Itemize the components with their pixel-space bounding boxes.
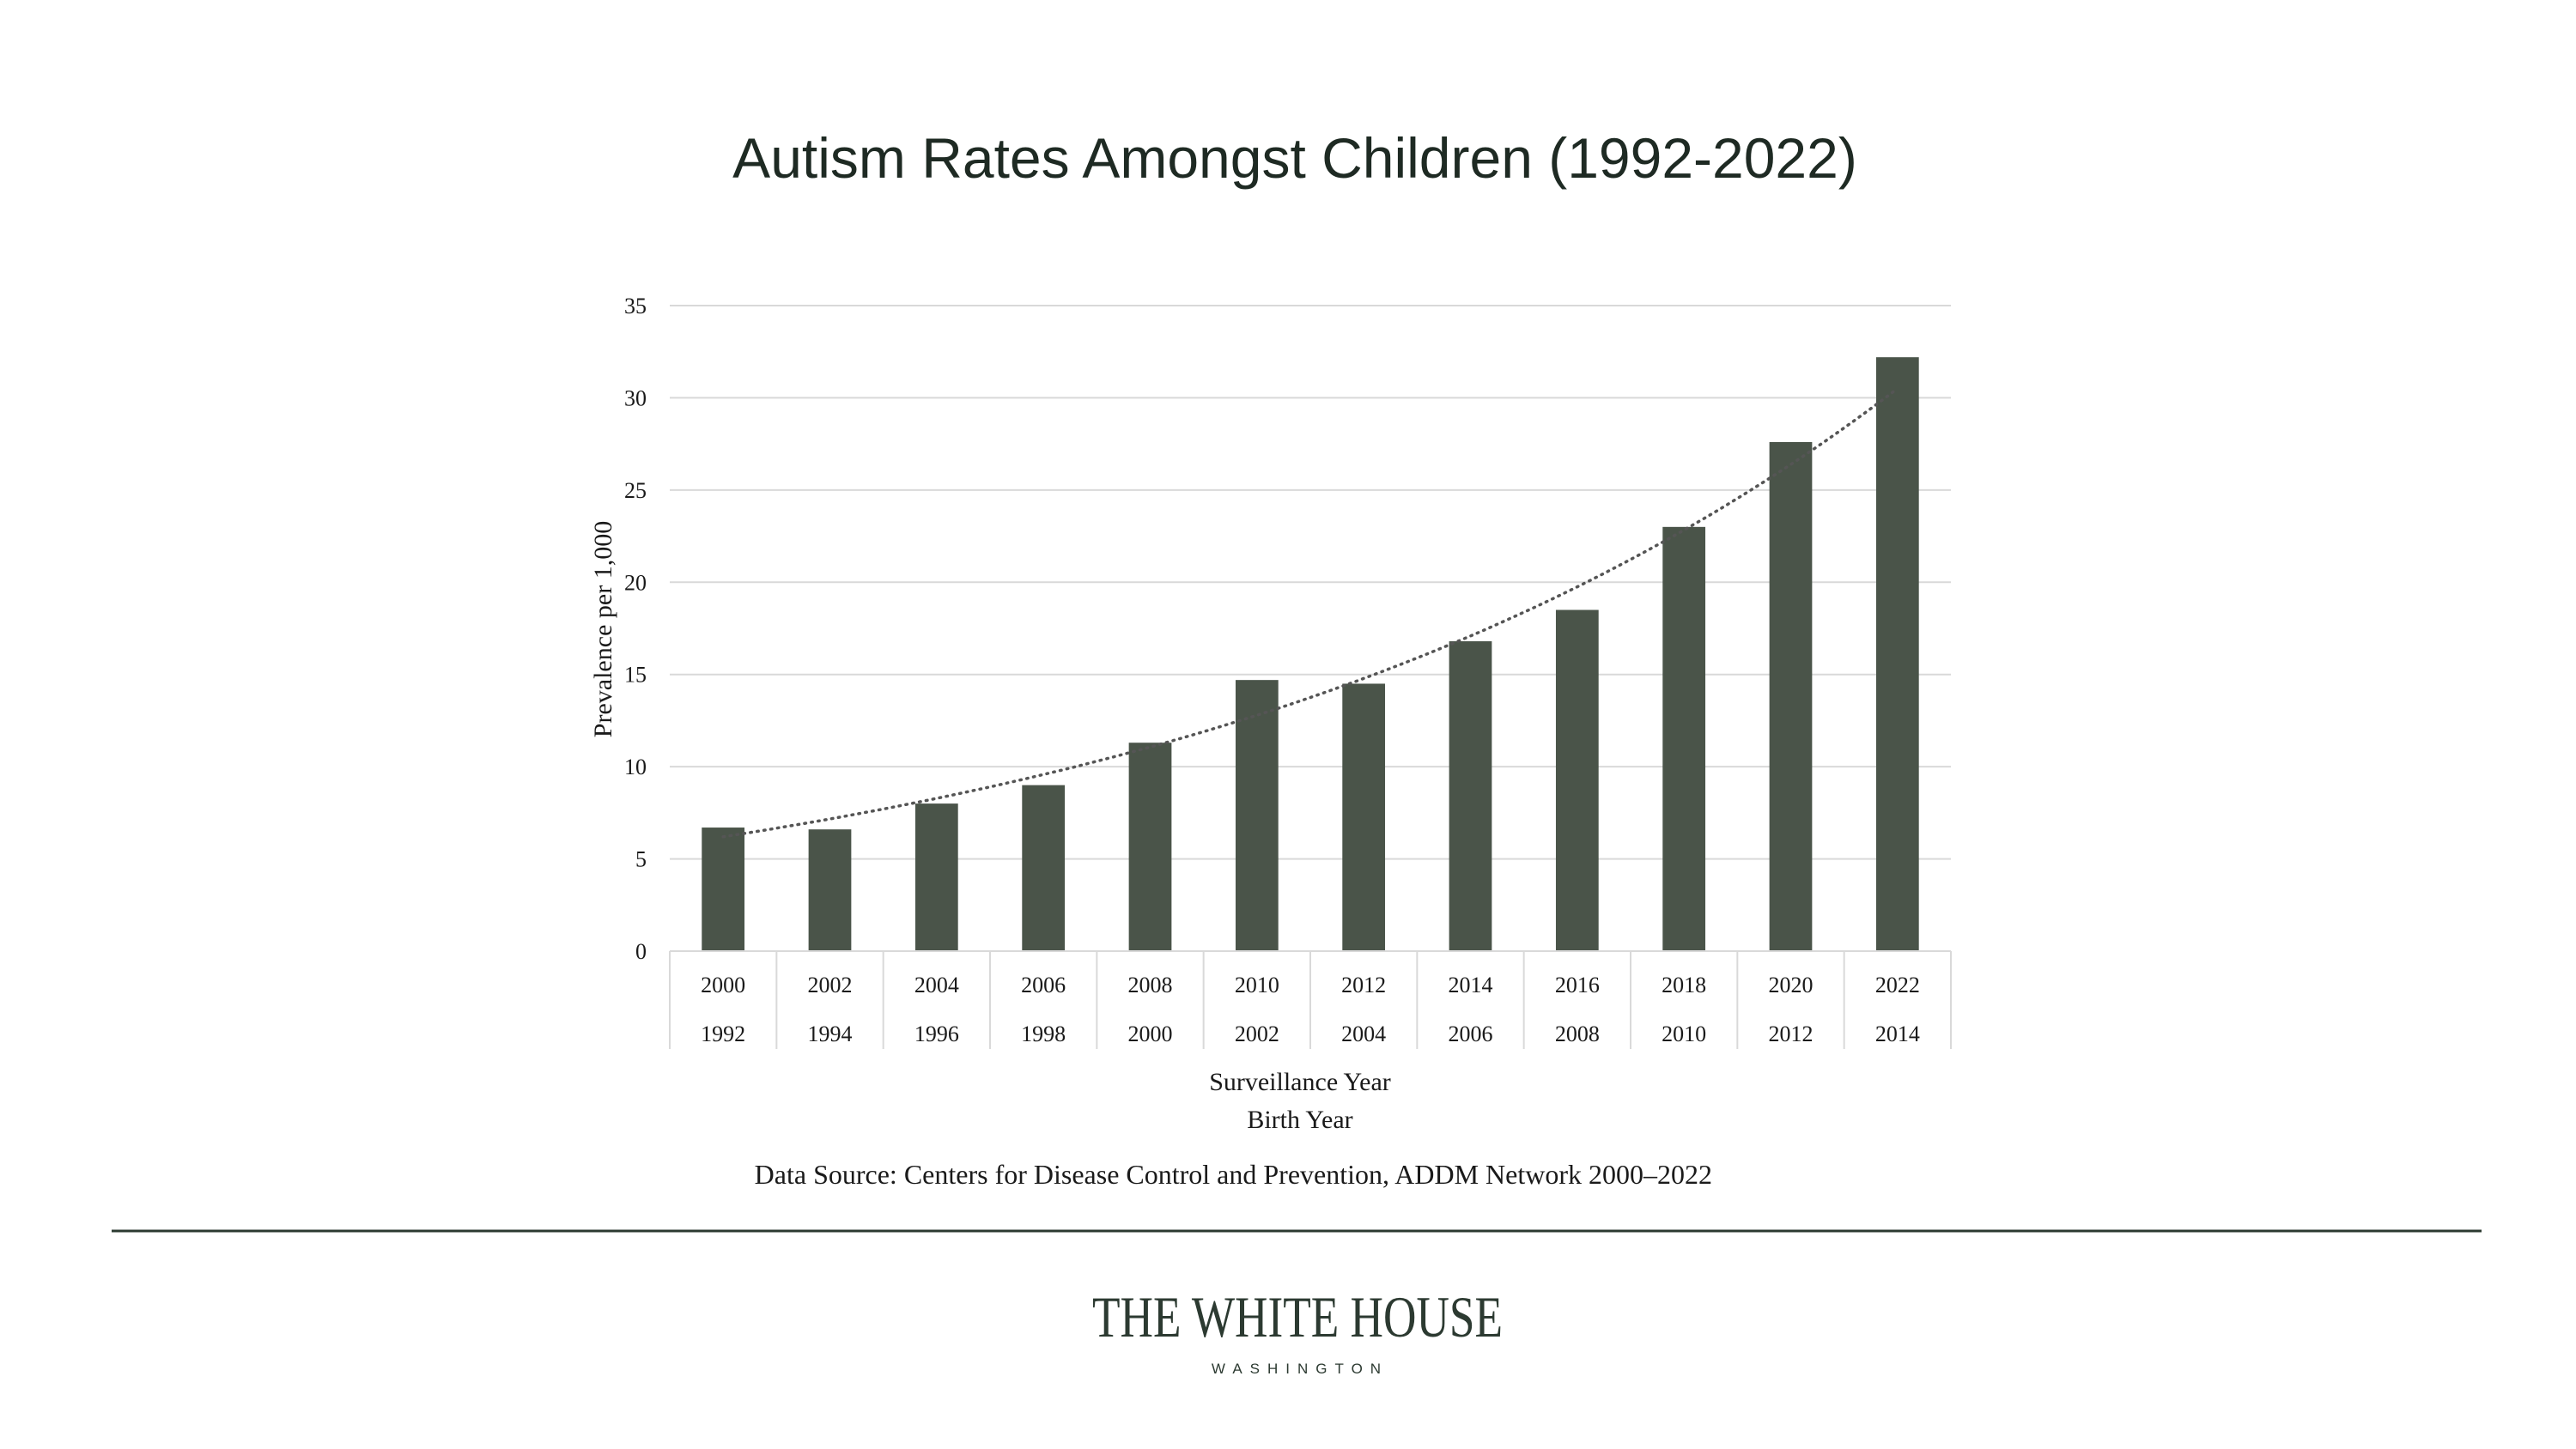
x-secondary-tick-label: 1998: [1021, 1022, 1066, 1046]
x-tick-label: 2004: [914, 973, 959, 997]
data-source-note: Data Source: Centers for Disease Control…: [755, 1159, 1712, 1190]
y-tick-label: 5: [635, 847, 647, 872]
x-axis-label: Surveillance Year: [1209, 1068, 1391, 1096]
bar-2016: [1555, 609, 1599, 951]
x-secondary-tick-label: 2014: [1875, 1022, 1920, 1046]
x-secondary-tick-label: 2000: [1128, 1022, 1173, 1046]
bar-2018: [1662, 526, 1706, 951]
y-tick-label: 15: [624, 663, 647, 688]
y-tick-label: 0: [635, 939, 647, 964]
bar-2004: [914, 803, 958, 951]
x-tick-label: 2022: [1875, 973, 1920, 997]
x-tick-label: 2008: [1128, 973, 1173, 997]
bar-2008: [1128, 743, 1172, 951]
bar-2010: [1235, 680, 1279, 951]
bar-2012: [1342, 683, 1386, 951]
x-tick-label: 2006: [1021, 973, 1066, 997]
y-tick-label: 30: [624, 385, 647, 410]
trendline-path: [721, 386, 1899, 839]
x-secondary-tick-label: 1992: [701, 1022, 745, 1046]
x-tick-label: 2018: [1662, 973, 1706, 997]
y-tick-label: 35: [624, 294, 647, 318]
x-secondary-tick-label: 1996: [914, 1022, 959, 1046]
y-tick-label: 20: [624, 570, 647, 595]
x-secondary-tick-label: 2004: [1341, 1022, 1386, 1046]
y-tick-label: 10: [624, 755, 647, 779]
x-tick-label: 2000: [701, 973, 745, 997]
trendline: [721, 386, 1899, 839]
x-secondary-tick-label: 2010: [1662, 1022, 1706, 1046]
bar-2000: [702, 828, 745, 951]
x-axis-secondary-label: Birth Year: [1247, 1106, 1352, 1134]
y-tick-label: 25: [624, 478, 647, 503]
bar-2006: [1022, 785, 1066, 951]
brand-subtitle: WASHINGTON: [1212, 1361, 1388, 1377]
x-secondary-tick-label: 2006: [1449, 1022, 1493, 1046]
bars: [702, 357, 1919, 951]
bar-2002: [808, 829, 852, 951]
x-secondary-tick-label: 2008: [1555, 1022, 1600, 1046]
brand-wordmark: THE WHITE HOUSE: [1092, 1284, 1503, 1349]
bar-2020: [1769, 441, 1813, 951]
x-tick-label: 2002: [808, 973, 853, 997]
x-tick-label: 2020: [1769, 973, 1814, 997]
x-secondary-tick-label: 2012: [1769, 1022, 1814, 1046]
x-tick-label: 2014: [1449, 973, 1493, 997]
y-axis-label: Prevalence per 1,000: [589, 521, 617, 737]
x-tick-label: 2012: [1341, 973, 1386, 997]
x-axis-table: 2000 1992 2002 1994 2004 1996 2006 1998 2008 2000…: [669, 950, 1952, 1049]
x-secondary-tick-label: 1994: [808, 1022, 853, 1046]
x-tick-label: 2010: [1235, 973, 1279, 997]
chart-title: Autism Rates Amongst Children (1992-2022…: [732, 126, 1857, 190]
bar-2014: [1449, 641, 1492, 951]
y-axis-ticks: 0 5 10 15 20 25 30 35: [624, 294, 647, 964]
x-secondary-tick-label: 2002: [1235, 1022, 1279, 1046]
bar-2022: [1875, 357, 1919, 951]
gridlines: [670, 305, 1951, 952]
x-tick-label: 2016: [1555, 973, 1600, 997]
